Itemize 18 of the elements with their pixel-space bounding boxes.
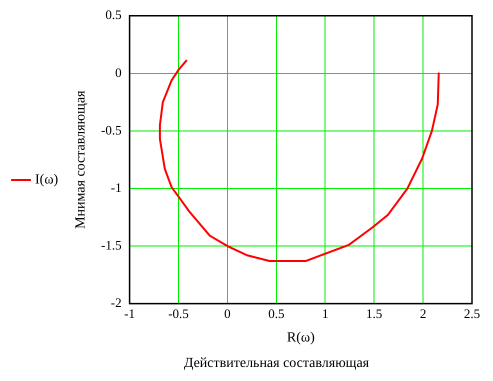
y-tick-label: -1	[110, 180, 122, 195]
y-tick-label: 0.5	[105, 7, 122, 22]
x-tick-label: 1	[322, 306, 328, 321]
x-tick-label: 2	[420, 306, 426, 321]
x-tick-label: -1	[124, 306, 135, 321]
x-tick-label: 2.5	[464, 306, 480, 321]
y-tick-label: -0.5	[100, 122, 122, 138]
y-axis-title: Мнимая составляющая	[73, 90, 88, 229]
text: Действительная составляющая	[182, 356, 370, 372]
y-tick-label: -2	[110, 295, 122, 310]
legend-label: I(ω)	[35, 172, 59, 188]
y-tick-label: -1.5	[100, 237, 122, 252]
x-axis-title: R(ω)	[286, 330, 316, 346]
x-tick-label: -0.5	[168, 306, 189, 321]
y-tick-label: 0	[115, 64, 122, 80]
x-tick-label: 1.5	[366, 306, 382, 321]
x-tick-label: 0	[224, 306, 231, 321]
x-tick-label: 0.5	[268, 306, 284, 321]
